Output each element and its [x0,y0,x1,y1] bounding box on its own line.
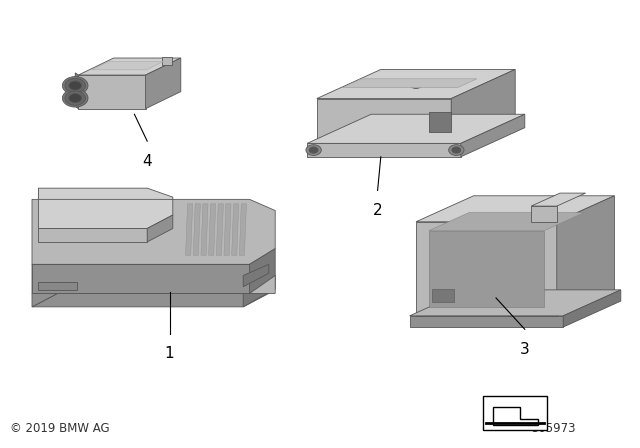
Polygon shape [76,73,79,109]
Polygon shape [201,204,208,255]
Text: 2: 2 [372,203,383,218]
Polygon shape [38,228,147,242]
Circle shape [452,147,461,153]
Circle shape [68,81,82,90]
Polygon shape [451,69,515,143]
Polygon shape [32,293,269,307]
Circle shape [62,89,88,107]
Polygon shape [307,143,461,157]
Polygon shape [38,188,173,199]
Polygon shape [79,75,146,109]
Polygon shape [186,204,193,255]
Polygon shape [429,112,451,132]
Circle shape [410,80,422,89]
Polygon shape [79,58,180,75]
Polygon shape [232,204,239,255]
Circle shape [309,147,318,153]
Polygon shape [342,79,477,88]
Polygon shape [317,99,451,143]
Polygon shape [147,215,173,242]
Polygon shape [32,293,58,307]
Polygon shape [317,69,515,99]
Polygon shape [416,222,557,316]
Circle shape [65,78,85,93]
Text: 3: 3 [520,342,530,357]
Polygon shape [416,196,614,222]
Polygon shape [243,276,275,307]
Polygon shape [250,249,275,293]
Polygon shape [531,193,586,206]
Polygon shape [432,289,454,302]
Polygon shape [146,58,180,109]
Polygon shape [429,231,544,307]
Polygon shape [193,204,200,255]
Text: 505973: 505973 [531,422,576,435]
Polygon shape [224,204,231,255]
Polygon shape [92,61,164,70]
Polygon shape [461,114,525,157]
Polygon shape [239,204,246,255]
Polygon shape [243,264,269,287]
Polygon shape [557,196,614,316]
Polygon shape [429,212,584,231]
Polygon shape [216,204,223,255]
Circle shape [306,145,321,155]
Polygon shape [32,264,250,293]
Polygon shape [531,206,557,222]
Polygon shape [563,290,621,327]
Circle shape [449,145,464,155]
FancyBboxPatch shape [483,396,547,430]
Polygon shape [209,204,216,255]
Polygon shape [32,199,275,264]
Polygon shape [410,290,621,316]
Circle shape [68,94,82,103]
Circle shape [65,91,85,105]
Text: 4: 4 [142,154,152,168]
Polygon shape [307,114,525,143]
Text: 1: 1 [164,346,175,361]
Polygon shape [38,190,173,228]
Circle shape [62,77,88,95]
Polygon shape [161,57,172,65]
Polygon shape [38,282,77,290]
Polygon shape [410,316,563,327]
Polygon shape [32,264,275,293]
Text: © 2019 BMW AG: © 2019 BMW AG [10,422,109,435]
